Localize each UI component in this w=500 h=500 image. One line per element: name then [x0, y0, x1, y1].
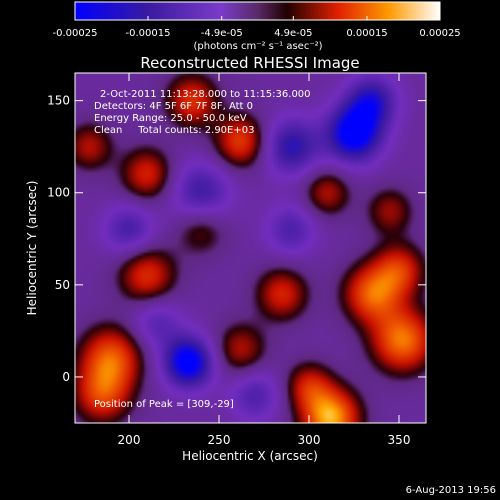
colorbar-tick-label: 0.00025 — [419, 28, 460, 39]
colorbar-tick-label: -0.00025 — [53, 28, 98, 39]
colorbar-gradient — [74, 1, 441, 21]
x-tick-label: 200 — [118, 433, 141, 447]
annotation-clean-counts: Clean Total counts: 2.90E+03 — [94, 125, 254, 136]
annotation-energy-range: Energy Range: 25.0 - 50.0 keV — [94, 113, 247, 124]
y-axis-tick-labels: 0 50 100 150 — [47, 94, 70, 384]
footer-date: 6-Aug-2013 19:56 — [406, 485, 496, 496]
colorbar-tick-label: -0.00015 — [126, 28, 171, 39]
annotation-time-range: 2-Oct-2011 11:13:28.000 to 11:15:36.000 — [100, 89, 311, 100]
y-axis-label: Heliocentric Y (arcsec) — [25, 181, 39, 316]
x-tick-label: 300 — [298, 433, 321, 447]
plot-frame — [74, 72, 427, 424]
x-tick-label: 350 — [388, 433, 411, 447]
y-tick-label: 150 — [47, 94, 70, 108]
y-tick-label: 0 — [62, 370, 70, 384]
colorbar-tick-label: 4.9e-05 — [274, 28, 312, 39]
y-tick-label: 100 — [47, 186, 70, 200]
y-axis-ticks — [75, 100, 426, 378]
y-tick-label: 50 — [55, 278, 70, 292]
colorbar-unit-label: (photons cm⁻² s⁻¹ asec⁻²) — [193, 41, 322, 52]
x-tick-label: 250 — [208, 433, 231, 447]
x-axis-tick-labels: 200 250 300 350 — [118, 433, 411, 447]
annotation-block: 2-Oct-2011 11:13:28.000 to 11:15:36.000 … — [94, 89, 311, 136]
x-axis-label: Heliocentric X (arcsec) — [182, 449, 318, 463]
colorbar-tick-label: 0.00015 — [346, 28, 387, 39]
heatmap-area — [75, 73, 426, 423]
peak-position-label: Position of Peak = [309,-29] — [94, 399, 234, 410]
x-axis-ticks — [128, 73, 400, 423]
colorbar-tick-labels: -0.00025 -0.00015 -4.9e-05 4.9e-05 0.00015 0.… — [53, 28, 461, 39]
colorbar: -0.00025 -0.00015 -4.9e-05 4.9e-05 0.00015 0.… — [53, 1, 461, 52]
colorbar-ticks — [74, 16, 441, 20]
heatmap-image — [75, 73, 426, 423]
chart-title: Reconstructed RHESSI Image — [140, 54, 359, 72]
colorbar-tick-label: -4.9e-05 — [201, 28, 243, 39]
annotation-detectors: Detectors: 4F 5F 6F 7F 8F, Att 0 — [94, 101, 253, 112]
